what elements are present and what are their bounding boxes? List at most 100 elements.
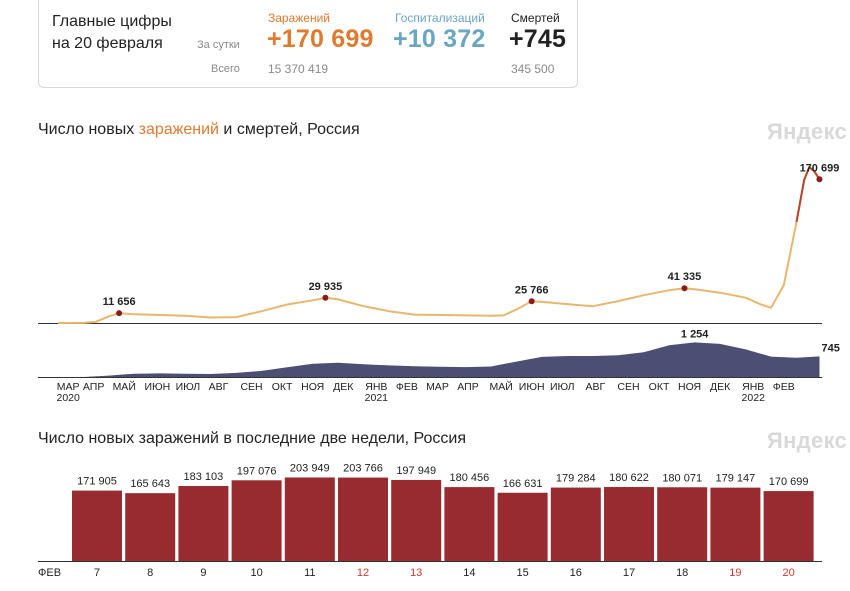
infections-total-value: 15 370 419: [268, 62, 329, 76]
chart1-infections-peak-label: 29 935: [309, 281, 343, 293]
chart2-bar-value-label: 197 949: [396, 465, 436, 477]
chart1-x-tick-label: ИЮЛ: [176, 381, 201, 393]
chart2-bar-value-label: 165 643: [130, 478, 170, 490]
chart1-x-tick-label: МАЙ: [489, 380, 512, 393]
row-label-total: Всего: [211, 63, 240, 75]
chart1-x-tick-label: АПР: [83, 381, 104, 393]
chart1-x-tick-label: АВГ: [585, 381, 605, 393]
chart1-infections-recent-line: [795, 166, 821, 223]
chart1-infections-peak-label: 170 699: [800, 162, 840, 174]
chart1-x-tick-label: ИЮН: [144, 381, 170, 393]
chart2-bar-value-label: 183 103: [184, 471, 224, 483]
chart2-day-label: 19: [729, 567, 741, 579]
chart1-title-pre: Число новых: [38, 121, 139, 138]
chart2-bar-value-label: 170 699: [769, 476, 809, 488]
chart2-day-label: 17: [623, 567, 635, 579]
chart1-x-tick-label: ИЮЛ: [550, 381, 575, 393]
chart2-day-label: 13: [410, 567, 422, 579]
chart1-title-infections: заражений: [138, 121, 219, 138]
chart2-bar: [763, 491, 814, 561]
chart1-x-tick-label: АВГ: [209, 381, 229, 393]
chart2-bar: [338, 477, 388, 561]
chart2-bar: [444, 487, 495, 561]
infections-day-value: +170 699: [267, 25, 374, 53]
chart1-deaths-peak-label: 1 254: [681, 328, 709, 340]
chart2-bar-value-label: 166 631: [503, 478, 543, 490]
chart1-infections-peak-marker: [116, 310, 123, 317]
chart1-x-tick-label: СЕН: [240, 381, 262, 393]
chart2-bar-value-label: 203 949: [290, 462, 330, 474]
chart2-bar-value-label: 197 076: [237, 465, 277, 477]
chart1-svg: 11 656 29 935 25 766 41 335 170 699 1 254 745 М…: [38, 162, 840, 404]
chart2-bar: [604, 487, 654, 561]
chart1-x-tick-label: ЯНВ: [742, 381, 764, 393]
chart2-bar: [657, 487, 708, 561]
chart2-bar-value-label: 179 284: [556, 473, 596, 485]
yandex-logo-2: Яндекс: [767, 428, 848, 453]
chart1-x-tick-label: ЯНВ: [365, 381, 387, 393]
chart1-infections-peak-label: 11 656: [103, 296, 136, 308]
chart2-day-label: 8: [147, 567, 153, 579]
chart2-bar: [550, 487, 601, 561]
chart1-x-tick-label: МАЙ: [113, 380, 136, 393]
chart2-day-label: 18: [676, 567, 688, 579]
chart2-bar: [231, 480, 282, 561]
yandex-logo: Яндекс: [767, 119, 848, 144]
chart2-bar-value-label: 180 071: [662, 472, 702, 484]
chart1-x-tick-label: ИЮН: [519, 381, 545, 393]
deaths-total-value: 345 500: [511, 62, 555, 76]
chart2-bar: [284, 477, 335, 561]
chart2-day-label: 7: [94, 567, 100, 579]
chart1-year-label: 2021: [365, 392, 389, 404]
chart2-bar-value-label: 203 766: [343, 463, 383, 475]
chart2-bar: [72, 490, 122, 561]
infections-label: Заражений: [268, 11, 331, 25]
chart1-infections-peak-label: 25 766: [515, 284, 549, 296]
chart2-month-label: ФЕВ: [38, 567, 61, 579]
chart1-title: Число новых заражений и смертей, Россия: [38, 121, 360, 139]
chart1-infections-line: [57, 166, 821, 324]
chart2-bar-value-label: 179 147: [716, 473, 756, 485]
chart2-bar: [125, 493, 176, 561]
deaths-day-value: +745: [509, 25, 567, 53]
chart2-day-label: 10: [250, 567, 262, 579]
chart1-infections-peak-marker: [322, 294, 329, 301]
chart1-x-tick-label: ОКТ: [649, 381, 670, 393]
chart1-x-tick-label: ОКТ: [272, 381, 293, 393]
chart2-title: Число новых заражений в последние две не…: [38, 430, 466, 447]
chart1-title-deaths: смертей: [236, 121, 299, 138]
chart1-infections-peak-marker: [816, 176, 823, 183]
chart2-bar: [178, 486, 229, 561]
chart1-x-tick-label: СЕН: [617, 381, 639, 393]
chart2-bar-value-label: 180 622: [609, 472, 649, 484]
chart1-year-label: 2020: [57, 392, 81, 404]
chart2-day-label: 11: [304, 567, 315, 579]
chart1-x-tick-label: ФЕВ: [773, 381, 795, 393]
chart1-year-label: 2022: [742, 392, 766, 404]
summary-title: Главные цифры на 20 февраля: [52, 13, 172, 52]
row-label-day: За сутки: [197, 39, 240, 51]
chart2-day-label: 12: [357, 567, 369, 579]
chart1-title-mid: и: [218, 121, 237, 138]
chart2-bar: [497, 492, 548, 561]
chart2-bar-value-label: 180 456: [450, 472, 490, 484]
chart1-infections-peak-label: 41 335: [668, 271, 702, 283]
chart2-day-label: 20: [782, 567, 794, 579]
chart2-day-label: 9: [200, 567, 206, 579]
chart1-deaths-area: [58, 342, 820, 377]
chart2-day-label: 15: [516, 567, 528, 579]
chart1-x-tick-label: МАР: [426, 381, 449, 393]
chart1-infections-peak-marker: [681, 285, 688, 292]
chart1-title-post: , Россия: [298, 121, 360, 138]
chart1-x-tick-label: МАР: [57, 381, 80, 393]
chart1-x-tick-label: ДЕК: [710, 381, 731, 393]
chart2-day-label: 16: [570, 567, 582, 579]
chart1-deaths-peak-label: 745: [821, 342, 839, 354]
chart2-bar-value-label: 171 905: [77, 476, 117, 488]
deaths-label: Смертей: [511, 11, 560, 25]
chart1-infections-peak-marker: [528, 298, 535, 305]
hospitalizations-day-value: +10 372: [393, 25, 486, 53]
chart1-x-tick-label: ДЕК: [333, 381, 354, 393]
chart1-x-tick-label: АПР: [457, 381, 478, 393]
